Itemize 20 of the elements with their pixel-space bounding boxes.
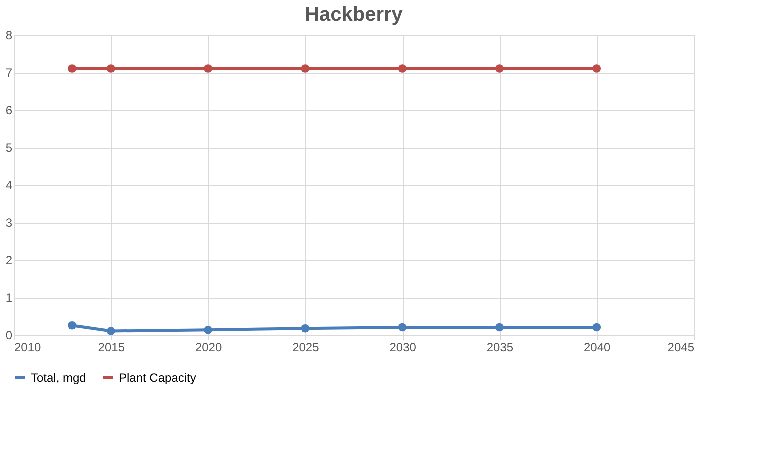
x-tick-label: 2010 (14, 340, 42, 354)
y-tick-label: 0 (6, 328, 13, 342)
x-tick-label: 2040 (584, 340, 612, 354)
legend-label: Plant Capacity (119, 370, 196, 385)
x-tick-label: 2045 (668, 340, 695, 354)
y-tick-label: 5 (6, 141, 13, 155)
chart-title: Hackberry (305, 4, 404, 26)
y-tick-label: 7 (6, 66, 13, 80)
y-tick-label: 2 (6, 254, 13, 268)
x-tick-label: 2030 (390, 340, 417, 354)
y-tick-label: 6 (6, 104, 13, 118)
y-tick-label: 4 (6, 178, 13, 192)
y-tick-label: 3 (6, 216, 13, 230)
y-tick-label: 8 (6, 28, 13, 42)
y-tick-label: 1 (6, 291, 13, 305)
x-tick-label: 2035 (486, 340, 514, 354)
x-tick-label: 2020 (195, 340, 222, 354)
x-tick-label: 2025 (292, 340, 320, 354)
legend-label: Total, mgd (31, 370, 86, 385)
x-tick-label: 2015 (98, 340, 126, 354)
